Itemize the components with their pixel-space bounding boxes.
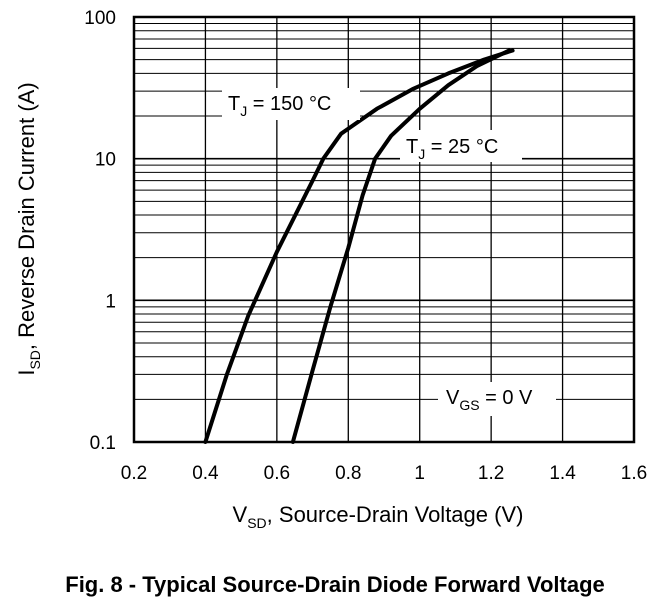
- y-tick-labels: 0.1 1 10 100: [84, 8, 116, 454]
- series-group: [203, 48, 515, 444]
- y-tick-label: 0.1: [90, 433, 116, 454]
- y-axis-label: ISD, Reverse Drain Current (A): [14, 82, 43, 375]
- series-label-bg-25: [400, 130, 522, 162]
- x-tick-label: 0.2: [121, 463, 147, 484]
- x-tick-label: 0.6: [264, 463, 290, 484]
- figure-caption: Fig. 8 - Typical Source-Drain Diode Forw…: [65, 572, 605, 597]
- x-tick-label: 1.4: [549, 463, 576, 484]
- series-line-tj-25: [290, 48, 511, 444]
- grid: [134, 17, 634, 442]
- y-tick-label: 100: [84, 8, 116, 29]
- x-tick-label: 0.8: [335, 463, 361, 484]
- y-tick-label: 1: [105, 291, 116, 312]
- x-tick-label: 1.6: [621, 463, 647, 484]
- series-line-tj-150: [203, 48, 515, 444]
- series-label-25: TJ = 25 °C: [406, 136, 498, 162]
- x-tick-labels: 0.2 0.4 0.6 0.8 1 1.2 1.4 1.6: [121, 463, 647, 484]
- x-axis-label: VSD, Source-Drain Voltage (V): [233, 502, 524, 531]
- series-label-150: TJ = 150 °C: [228, 93, 331, 119]
- x-tick-label: 1: [414, 463, 425, 484]
- y-tick-label: 10: [95, 150, 116, 171]
- x-tick-label: 0.4: [192, 463, 219, 484]
- series-label-bg-150: [222, 88, 360, 120]
- vgs-annotation: VGS = 0 V: [446, 387, 533, 413]
- plot-frame: [132, 15, 636, 444]
- x-tick-label: 1.2: [478, 463, 504, 484]
- vgs-annotation-bg: [438, 382, 556, 416]
